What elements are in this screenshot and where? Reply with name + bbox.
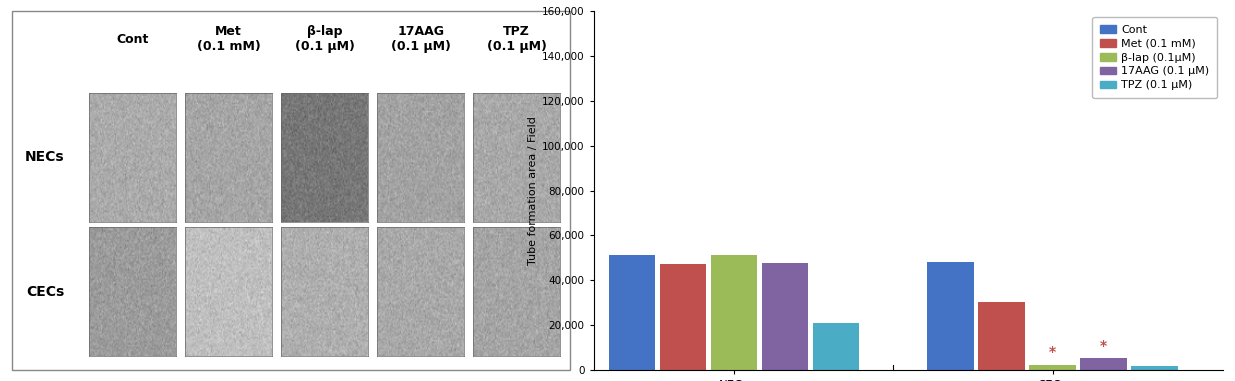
Bar bbox=[609, 255, 656, 370]
Text: *: * bbox=[1100, 339, 1108, 353]
FancyBboxPatch shape bbox=[12, 11, 571, 370]
Legend: Cont, Met (0.1 mM), β-lap (0.1μM), 17AAG (0.1 μM), TPZ (0.1 μM): Cont, Met (0.1 mM), β-lap (0.1μM), 17AAG… bbox=[1092, 17, 1218, 98]
Text: β-lap
(0.1 μM): β-lap (0.1 μM) bbox=[295, 25, 354, 53]
Text: TPZ
(0.1 μM): TPZ (0.1 μM) bbox=[487, 25, 546, 53]
Text: 17AAG
(0.1 μM): 17AAG (0.1 μM) bbox=[390, 25, 451, 53]
Bar bbox=[710, 255, 757, 370]
Bar bbox=[762, 263, 809, 370]
Bar bbox=[978, 303, 1025, 370]
Text: Met
(0.1 mM): Met (0.1 mM) bbox=[196, 25, 261, 53]
Bar bbox=[1131, 366, 1178, 370]
Y-axis label: Tube formation area / Field: Tube formation area / Field bbox=[527, 116, 538, 265]
Text: CECs: CECs bbox=[26, 285, 64, 299]
Text: NECs: NECs bbox=[25, 150, 64, 164]
Bar bbox=[927, 262, 974, 370]
Bar bbox=[813, 323, 860, 370]
Bar bbox=[659, 264, 706, 370]
Bar bbox=[1029, 365, 1076, 370]
Bar bbox=[1081, 359, 1128, 370]
Text: Cont: Cont bbox=[116, 32, 149, 45]
Text: *: * bbox=[1049, 346, 1056, 360]
